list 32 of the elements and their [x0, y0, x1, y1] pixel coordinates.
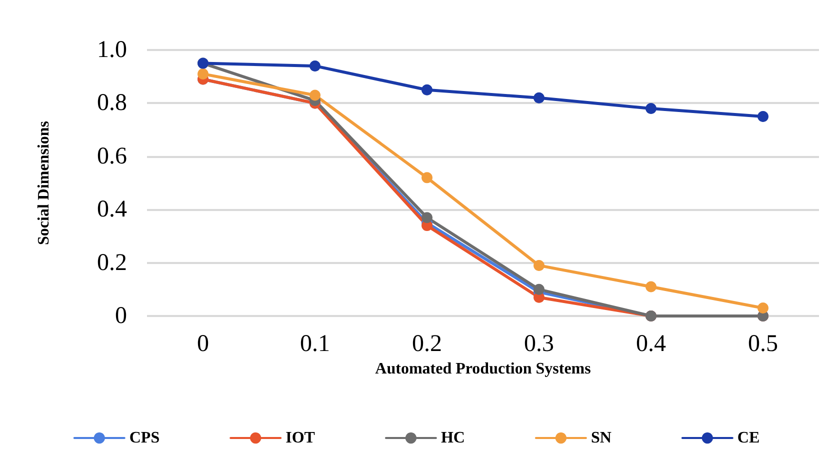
y-tick-label: 0.6: [97, 143, 127, 170]
point: [310, 60, 320, 72]
y-tick-label: 0.2: [97, 250, 127, 276]
point: [310, 90, 320, 101]
y-tick-label: 1.0: [97, 37, 127, 63]
point: [758, 111, 768, 122]
point: [422, 172, 432, 184]
point: [646, 281, 656, 292]
x-tick-label: 0.4: [636, 331, 666, 357]
legend-label: IOT: [286, 430, 316, 446]
point: [198, 68, 208, 80]
x-tick-label: 0.2: [412, 331, 442, 357]
x-tick-label: 0.5: [748, 331, 778, 357]
point: [534, 284, 544, 295]
x-tick-label: 0.3: [524, 331, 554, 357]
point: [534, 92, 544, 104]
legend-label: CPS: [129, 430, 160, 446]
point: [422, 84, 432, 96]
x-tick-label: 0: [197, 331, 209, 357]
y-tick-label: 0.8: [97, 90, 127, 116]
x-axis-title: Automated Production Systems: [375, 360, 591, 378]
legend-label: HC: [440, 430, 465, 446]
point: [646, 103, 656, 114]
y-tick-label: 0.4: [97, 196, 127, 223]
legend-label: CE: [737, 430, 760, 446]
x-tick-label: 0.1: [300, 331, 330, 357]
y-axis-title: Social Dimensions: [36, 120, 52, 246]
legend-label: SN: [590, 430, 612, 446]
point: [422, 212, 432, 224]
y-tick-label: 0: [115, 303, 127, 329]
point: [758, 302, 768, 314]
point: [534, 260, 544, 271]
